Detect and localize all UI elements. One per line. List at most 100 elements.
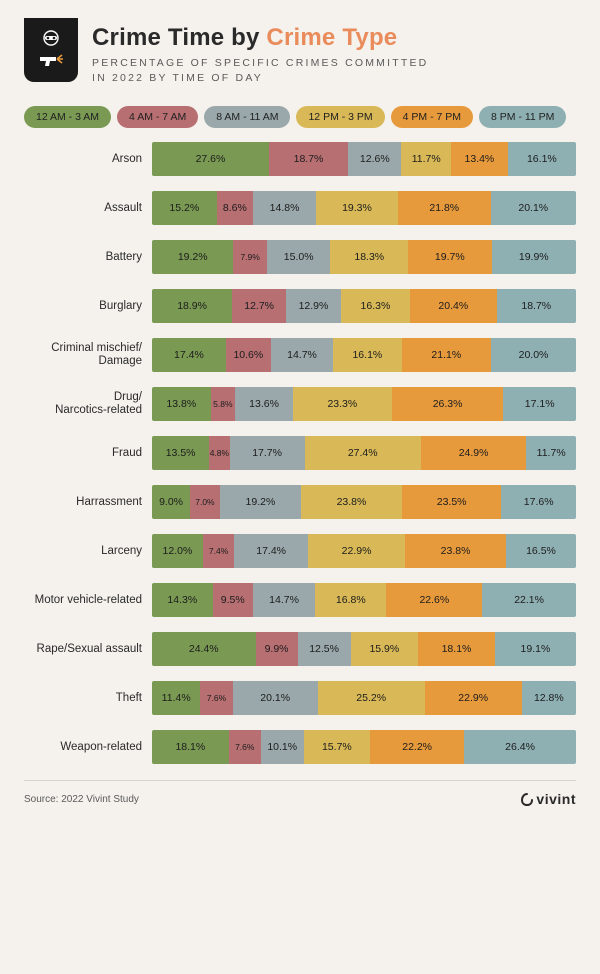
bar-segment: 12.6% xyxy=(348,142,401,176)
stacked-bar: 14.3%9.5%14.7%16.8%22.6%22.1% xyxy=(152,583,576,617)
bar-segment: 18.1% xyxy=(418,632,495,666)
chart-row: Arson27.6%18.7%12.6%11.7%13.4%16.1% xyxy=(24,142,576,176)
bar-segment: 7.4% xyxy=(203,534,234,568)
row-label: Motor vehicle-related xyxy=(24,594,152,607)
bar-segment: 12.9% xyxy=(286,289,341,323)
brand-text: vivint xyxy=(536,791,576,807)
row-label: Larceny xyxy=(24,545,152,558)
stacked-bar: 18.9%12.7%12.9%16.3%20.4%18.7% xyxy=(152,289,576,323)
legend-pill: 8 AM - 11 AM xyxy=(204,106,290,128)
title-block: Crime Time by Crime Type PERCENTAGE OF S… xyxy=(92,18,428,86)
bar-segment: 12.8% xyxy=(522,681,576,715)
bar-segment: 9.9% xyxy=(256,632,298,666)
bar-segment: 26.4% xyxy=(464,730,576,764)
bar-segment: 7.9% xyxy=(233,240,266,274)
bar-segment: 23.8% xyxy=(405,534,506,568)
chart-row: Rape/Sexual assault24.4%9.9%12.5%15.9%18… xyxy=(24,632,576,666)
bar-segment: 18.9% xyxy=(152,289,232,323)
title-accent: Crime Type xyxy=(266,24,397,51)
bar-segment: 20.0% xyxy=(491,338,576,372)
bar-segment: 27.6% xyxy=(152,142,269,176)
row-label: Assault xyxy=(24,202,152,215)
bar-segment: 7.6% xyxy=(229,730,261,764)
bar-segment: 15.2% xyxy=(152,191,217,225)
chart-row: Assault15.2%8.6%14.8%19.3%21.8%20.1% xyxy=(24,191,576,225)
chart-row: Harrassment9.0%7.0%19.2%23.8%23.5%17.6% xyxy=(24,485,576,519)
bar-segment: 23.8% xyxy=(301,485,402,519)
bar-segment: 15.0% xyxy=(267,240,331,274)
stacked-bar: 11.4%7.6%20.1%25.2%22.9%12.8% xyxy=(152,681,576,715)
title-prefix: Crime Time by xyxy=(92,24,266,51)
bar-segment: 20.4% xyxy=(410,289,497,323)
bar-segment: 16.1% xyxy=(508,142,576,176)
bar-segment: 21.8% xyxy=(398,191,491,225)
page-title: Crime Time by Crime Type xyxy=(92,24,428,52)
gun-icon xyxy=(38,54,64,70)
vivint-logo-icon xyxy=(520,792,534,806)
bar-segment: 14.3% xyxy=(152,583,213,617)
bar-segment: 15.7% xyxy=(304,730,371,764)
bar-segment: 22.9% xyxy=(425,681,522,715)
bar-segment: 13.8% xyxy=(152,387,211,421)
bar-segment: 22.9% xyxy=(308,534,405,568)
bar-segment: 24.9% xyxy=(421,436,527,470)
row-label: Arson xyxy=(24,153,152,166)
stacked-bar: 12.0%7.4%17.4%22.9%23.8%16.5% xyxy=(152,534,576,568)
bar-segment: 19.7% xyxy=(408,240,492,274)
bar-segment: 18.7% xyxy=(269,142,348,176)
stacked-bar: 15.2%8.6%14.8%19.3%21.8%20.1% xyxy=(152,191,576,225)
bar-segment: 19.3% xyxy=(316,191,398,225)
row-label: Criminal mischief/Damage xyxy=(24,342,152,368)
chart-row: Battery19.2%7.9%15.0%18.3%19.7%19.9% xyxy=(24,240,576,274)
legend-pill: 12 AM - 3 AM xyxy=(24,106,111,128)
bar-segment: 21.1% xyxy=(402,338,492,372)
bar-segment: 27.4% xyxy=(305,436,421,470)
bar-segment: 18.3% xyxy=(330,240,408,274)
row-label: Drug/Narcotics-related xyxy=(24,391,152,417)
stacked-bar: 13.5%4.8%17.7%27.4%24.9%11.7% xyxy=(152,436,576,470)
chart-row: Burglary18.9%12.7%12.9%16.3%20.4%18.7% xyxy=(24,289,576,323)
bar-segment: 23.3% xyxy=(293,387,392,421)
bar-segment: 10.1% xyxy=(261,730,304,764)
bar-segment: 15.9% xyxy=(351,632,418,666)
bar-segment: 7.6% xyxy=(200,681,232,715)
bar-segment: 12.0% xyxy=(152,534,203,568)
bar-segment: 13.5% xyxy=(152,436,209,470)
bar-segment: 17.6% xyxy=(501,485,576,519)
subtitle: PERCENTAGE OF SPECIFIC CRIMES COMMITTED … xyxy=(92,56,428,86)
bar-segment: 20.1% xyxy=(491,191,576,225)
bar-segment: 13.6% xyxy=(235,387,293,421)
bar-segment: 24.4% xyxy=(152,632,256,666)
footer: Source: 2022 Vivint Study vivint xyxy=(24,780,576,807)
chart-row: Larceny12.0%7.4%17.4%22.9%23.8%16.5% xyxy=(24,534,576,568)
bar-segment: 22.2% xyxy=(370,730,464,764)
legend: 12 AM - 3 AM4 AM - 7 AM8 AM - 11 AM12 PM… xyxy=(24,106,576,128)
bar-segment: 14.7% xyxy=(271,338,333,372)
bar-segment: 19.1% xyxy=(495,632,576,666)
row-label: Burglary xyxy=(24,300,152,313)
row-label: Harrassment xyxy=(24,496,152,509)
row-label: Weapon-related xyxy=(24,741,152,754)
bar-segment: 5.8% xyxy=(211,387,236,421)
stacked-bar: 18.1%7.6%10.1%15.7%22.2%26.4% xyxy=(152,730,576,764)
bar-segment: 9.5% xyxy=(213,583,253,617)
bar-segment: 16.1% xyxy=(333,338,401,372)
bar-segment: 23.5% xyxy=(402,485,502,519)
bar-segment: 11.7% xyxy=(401,142,451,176)
bar-segment: 12.7% xyxy=(232,289,286,323)
infographic-page: Crime Time by Crime Type PERCENTAGE OF S… xyxy=(0,0,600,974)
chart-row: Motor vehicle-related14.3%9.5%14.7%16.8%… xyxy=(24,583,576,617)
bar-segment: 8.6% xyxy=(217,191,254,225)
bar-segment: 9.0% xyxy=(152,485,190,519)
stacked-bar: 9.0%7.0%19.2%23.8%23.5%17.6% xyxy=(152,485,576,519)
chart-row: Theft11.4%7.6%20.1%25.2%22.9%12.8% xyxy=(24,681,576,715)
stacked-bar: 24.4%9.9%12.5%15.9%18.1%19.1% xyxy=(152,632,576,666)
bar-segment: 16.8% xyxy=(315,583,386,617)
stacked-bar: 13.8%5.8%13.6%23.3%26.3%17.1% xyxy=(152,387,576,421)
stacked-bar: 19.2%7.9%15.0%18.3%19.7%19.9% xyxy=(152,240,576,274)
bar-segment: 25.2% xyxy=(318,681,425,715)
bar-segment: 7.0% xyxy=(190,485,220,519)
legend-pill: 12 PM - 3 PM xyxy=(296,106,384,128)
subtitle-line-2: IN 2022 BY TIME OF DAY xyxy=(92,72,263,84)
bar-segment: 14.8% xyxy=(253,191,316,225)
